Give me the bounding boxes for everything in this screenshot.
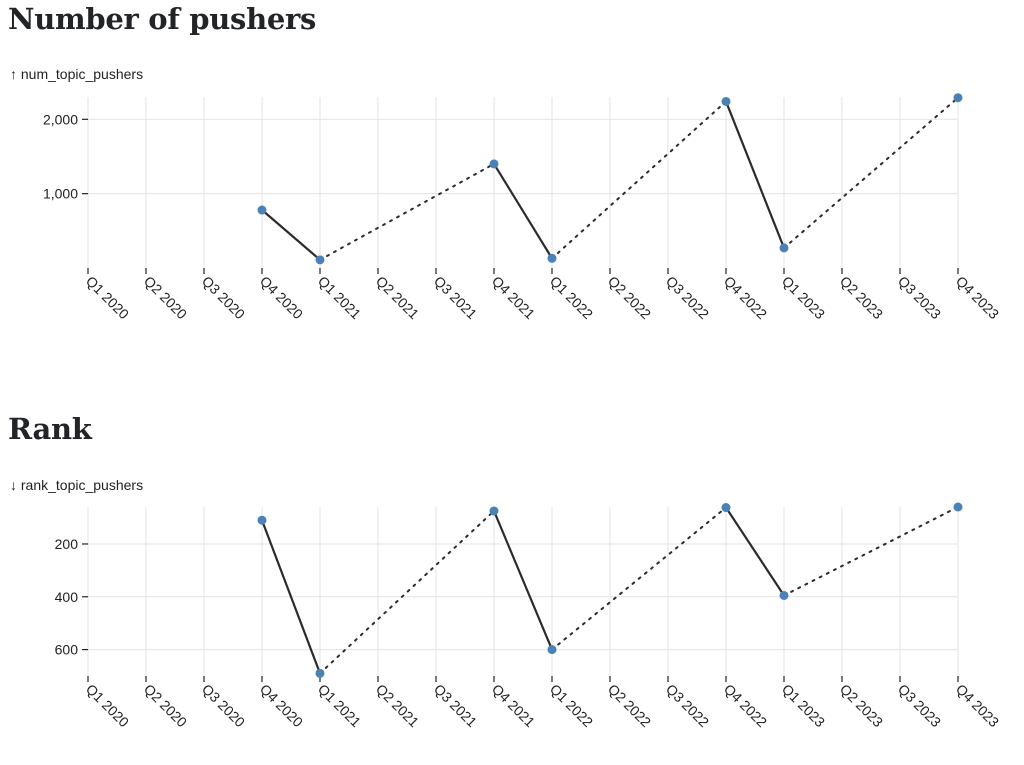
pushers-data-point: [257, 205, 267, 215]
rank-x-tick-label: Q1 2022: [547, 681, 596, 730]
rank-data-point: [257, 515, 267, 525]
pushers-dotted-segment: [319, 162, 495, 261]
rank-data-point: [779, 590, 789, 600]
chart-title-pushers: Number of pushers: [8, 2, 317, 36]
pushers-solid-segment: [493, 163, 553, 259]
rank-x-tick-label: Q4 2020: [257, 681, 306, 730]
pushers-solid-segment: [261, 209, 321, 261]
pushers-grid: [87, 97, 959, 268]
rank-x-tick-label: Q4 2021: [489, 681, 538, 730]
rank-x-tick-label: Q2 2023: [837, 681, 886, 730]
chart-title-rank: Rank: [8, 412, 92, 446]
rank-solid-segment: [492, 510, 554, 651]
y-axis-caption-rank: ↓ rank_topic_pushers: [10, 477, 144, 493]
rank-x-tick-label: Q4 2023: [953, 681, 1002, 730]
rank-dotted-segment: [551, 506, 727, 651]
rank-y-tick-label: 200: [55, 536, 79, 552]
rank-x-tick-label: Q2 2021: [373, 681, 422, 730]
rank-data-point: [315, 668, 325, 678]
pushers-dotted-segment: [551, 100, 727, 260]
rank-x-tick-label: Q3 2021: [431, 681, 480, 730]
rank-x-tick-label: Q3 2023: [895, 681, 944, 730]
pushers-solid-segment: [724, 101, 786, 249]
rank-y-tick-label: 400: [55, 589, 79, 605]
rank-data-point: [953, 502, 963, 512]
pushers-y-tick-label: 1,000: [43, 186, 78, 202]
pushers-data-point: [547, 253, 557, 263]
rank-data-point: [721, 503, 731, 513]
rank-grid: [87, 507, 959, 676]
rank-x-tick-label: Q1 2021: [315, 681, 364, 730]
pushers-data-point: [953, 93, 963, 103]
rank-y-tick-label: 600: [55, 642, 79, 658]
rank-solid-segment: [725, 506, 785, 597]
rank-x-tick-label: Q3 2022: [663, 681, 712, 730]
y-axis-caption-pushers: ↑ num_topic_pushers: [10, 66, 144, 82]
pushers-y-tick-label: 2,000: [43, 111, 78, 127]
pushers-data-point: [721, 96, 731, 106]
pushers-data-point: [779, 243, 789, 253]
rank-data-point: [489, 506, 499, 516]
pushers-data-point: [315, 255, 325, 265]
rank-dotted-segment: [783, 506, 959, 597]
pushers-dotted-segment: [783, 96, 959, 249]
rank-x-tick-label: Q2 2022: [605, 681, 654, 730]
rank-x-tick-label: Q1 2020: [83, 681, 132, 730]
rank-x-tick-label: Q3 2020: [199, 681, 248, 730]
pushers-data-point: [489, 159, 499, 169]
rank-dotted-segment: [319, 509, 495, 675]
rank-x-tick-label: Q2 2020: [141, 681, 190, 730]
rank-solid-segment: [260, 519, 322, 674]
rank-x-tick-label: Q1 2023: [779, 681, 828, 730]
rank-data-point: [547, 645, 557, 655]
rank-x-tick-label: Q4 2022: [721, 681, 770, 730]
